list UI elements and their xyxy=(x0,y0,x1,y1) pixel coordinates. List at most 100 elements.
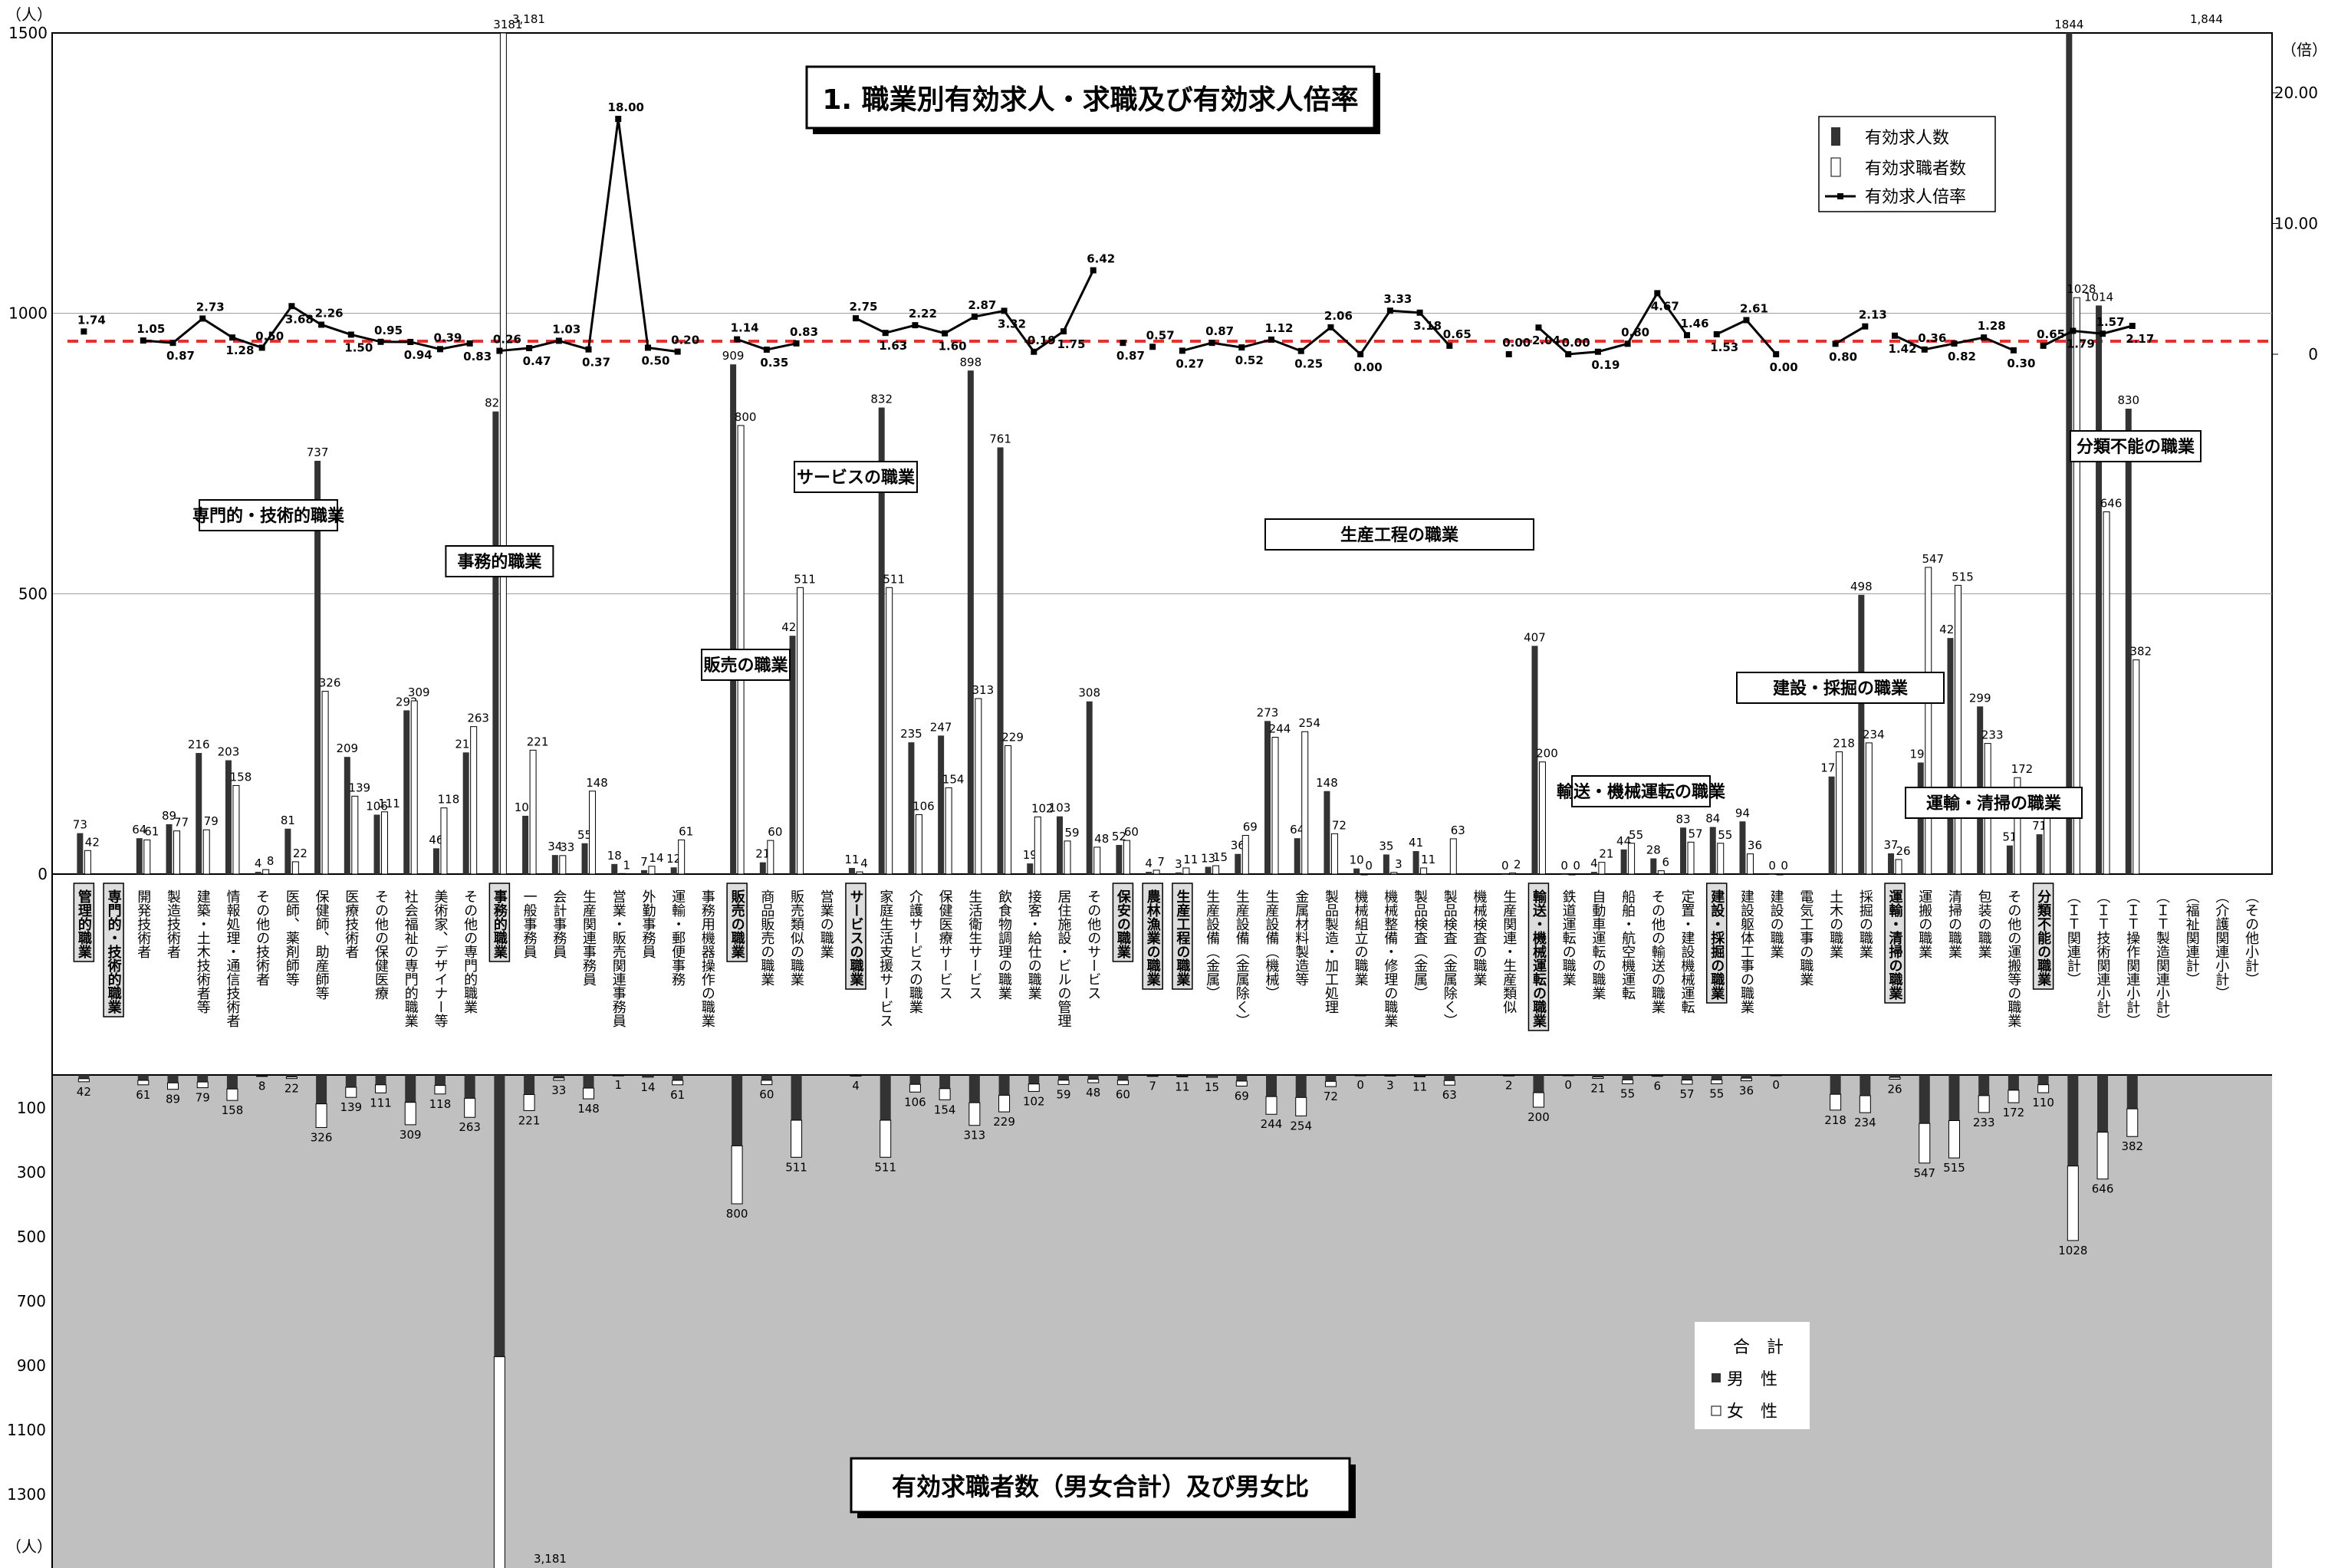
category-label: 定置・建設機械運転 xyxy=(1679,889,1695,1014)
offers-bar xyxy=(1413,851,1419,874)
lower-male-bar xyxy=(1623,1075,1633,1080)
lower-female-bar xyxy=(554,1078,564,1080)
offers-bar xyxy=(1176,873,1182,874)
offers-value-label: 0 xyxy=(1768,859,1776,873)
seekers-value-label: 221 xyxy=(527,735,549,748)
seekers-bar xyxy=(2103,512,2109,874)
lower-female-bar xyxy=(524,1095,534,1111)
lower-value-label: 8 xyxy=(258,1080,266,1093)
offers-bar xyxy=(374,814,380,874)
ratio-value-label: 1.05 xyxy=(136,322,165,336)
offers-bar xyxy=(611,864,617,874)
seekers-value-label: 200 xyxy=(1536,747,1558,761)
category-label: 製品製造・加工処理 xyxy=(1323,889,1339,1014)
offers-value-label: 830 xyxy=(2117,393,2139,407)
ratio-value-label: 2.26 xyxy=(315,306,344,320)
lower-value-label: 11 xyxy=(1175,1080,1189,1093)
lower-male-bar xyxy=(1682,1075,1692,1080)
seekers-value-label: 69 xyxy=(1243,820,1258,834)
lower-male-bar xyxy=(168,1075,179,1083)
category-label: 輸送・機械運転の職業 xyxy=(1531,889,1547,1028)
offers-value-label: 898 xyxy=(960,355,982,369)
offers-bar xyxy=(344,757,350,874)
lower-female-bar xyxy=(286,1077,297,1079)
seekers-bar xyxy=(292,862,298,874)
category-label: 包装の職業 xyxy=(1976,889,1992,958)
offers-bar xyxy=(1264,721,1271,874)
seekers-value-label: 309 xyxy=(408,685,430,699)
category-label: 生産設備（金属除く） xyxy=(1234,889,1250,1027)
seekers-bar xyxy=(263,869,269,874)
lower-female-bar xyxy=(78,1079,89,1082)
offers-bar xyxy=(1383,854,1389,874)
ratio-value-label: 0.95 xyxy=(374,324,403,337)
ratio-value-label: 1.74 xyxy=(77,313,106,327)
lower-male-bar xyxy=(2067,1075,2078,1166)
seekers-bar xyxy=(203,830,209,874)
lower-female-bar xyxy=(1712,1080,1722,1083)
lower-value-label: 36 xyxy=(1739,1084,1754,1098)
lower-female-bar xyxy=(1860,1096,1870,1113)
upper-title-box: 1. 職業別有効求人・求職及び有効求人倍率 xyxy=(807,67,1380,134)
category-label: 事務用機器操作の職業 xyxy=(699,889,715,1027)
seekers-bar xyxy=(1123,840,1130,874)
lower-male-bar xyxy=(999,1075,1010,1095)
lower-male-bar xyxy=(1117,1075,1128,1080)
seekers-bar xyxy=(886,587,893,874)
seekers-bar xyxy=(1569,874,1575,875)
offers-bar xyxy=(998,447,1004,874)
legend-female-label: 女 性 xyxy=(1727,1402,1777,1422)
seekers-value-label: 3 xyxy=(1395,857,1402,871)
offers-value-label: 909 xyxy=(722,349,745,363)
offers-bar xyxy=(2007,846,2013,874)
seekers-value-label: 61 xyxy=(144,824,159,838)
offers-value-label: 10 xyxy=(1350,853,1364,867)
offers-bar xyxy=(582,843,588,874)
break-value-welfare: 1,844 xyxy=(2190,12,2223,26)
ratio-value-label: 1.12 xyxy=(1264,321,1293,335)
category-label: 外勤事務員 xyxy=(640,889,656,958)
ratio-value-label: 0.65 xyxy=(2037,327,2065,341)
lower-title-box: 有効求職者数（男女合計）及び男女比 xyxy=(851,1458,1356,1518)
offers-bar xyxy=(1621,850,1627,874)
category-label: 会計事務員 xyxy=(551,889,567,958)
lower-value-label: 511 xyxy=(785,1160,807,1174)
lower-female-bar xyxy=(1533,1093,1544,1107)
lower-y-tick-label: 1300 xyxy=(7,1485,46,1504)
offers-value-label: 273 xyxy=(1257,705,1279,719)
category-label: 運搬の職業 xyxy=(1916,889,1932,958)
category-label: その他の運搬等の職業 xyxy=(2005,889,2021,1027)
legend-male-label: 男 性 xyxy=(1727,1370,1777,1389)
lower-value-label: 61 xyxy=(136,1088,150,1102)
lower-female-bar xyxy=(909,1084,920,1092)
lower-value-label: 6 xyxy=(1654,1079,1662,1093)
seekers-value-label: 26 xyxy=(1896,844,1911,858)
offers-bar xyxy=(403,710,409,874)
offers-value-label: 407 xyxy=(1524,630,1546,644)
category-label: 製品検査（金属除く） xyxy=(1442,889,1458,1027)
category-label: 土木の職業 xyxy=(1827,889,1843,958)
category-label: 船舶・航空機運転 xyxy=(1620,889,1636,1000)
lower-female-bar xyxy=(1771,1075,1781,1076)
seekers-value-label: 172 xyxy=(2011,762,2034,776)
ratio-value-label: 0.65 xyxy=(1443,327,1472,341)
ratio-value-label: 0.00 xyxy=(1502,336,1531,350)
legend-female-swatch xyxy=(1712,1406,1721,1415)
lower-female-bar xyxy=(999,1095,1010,1112)
category-label: 営業・販売関連事務員 xyxy=(610,889,626,1027)
seekers-bar xyxy=(619,873,625,874)
break-value-office-lower: 3,181 xyxy=(534,1552,567,1566)
category-label: 建設躯体工事の職業 xyxy=(1738,889,1754,1014)
offers-value-label: 4 xyxy=(255,856,262,870)
seekers-value-label: 106 xyxy=(913,799,935,813)
category-label: 生産関連事務員 xyxy=(580,889,597,986)
offers-value-label: 7 xyxy=(640,855,648,869)
ratio-point xyxy=(1506,351,1512,357)
lower-female-bar xyxy=(168,1083,179,1089)
seekers-bar xyxy=(1213,866,1219,874)
offers-bar xyxy=(849,868,855,874)
lower-male-bar xyxy=(1533,1075,1544,1093)
category-label: 社会福祉の専門的職業 xyxy=(403,889,419,1027)
ratio-value-label: 0.57 xyxy=(1146,328,1175,342)
offers-bar xyxy=(1235,854,1241,874)
